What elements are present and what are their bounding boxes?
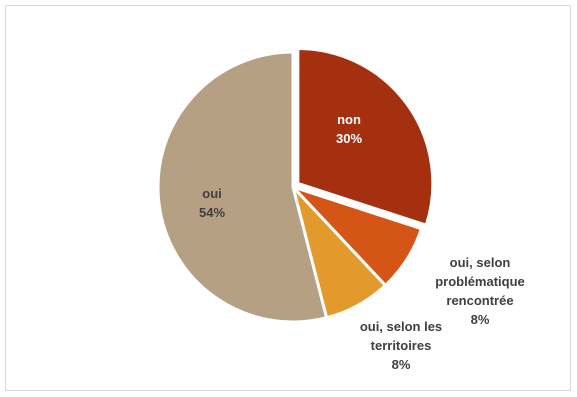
- data-label-non: non 30%: [336, 112, 362, 146]
- pie-slice-non: [296, 46, 435, 228]
- pie-slice-oui: [156, 50, 329, 324]
- pie-labels: non 30% oui, selon problématique rencontrée 8…: [199, 112, 525, 372]
- data-label-oui-selon-les-territoires: oui, selon les territoires 8%: [360, 319, 442, 372]
- pie-slices: [156, 46, 435, 324]
- data-label-oui: oui 54%: [199, 186, 225, 220]
- data-label-oui-selon-probl-matique-rencontr-e: oui, selon problématique rencontrée 8%: [435, 255, 525, 327]
